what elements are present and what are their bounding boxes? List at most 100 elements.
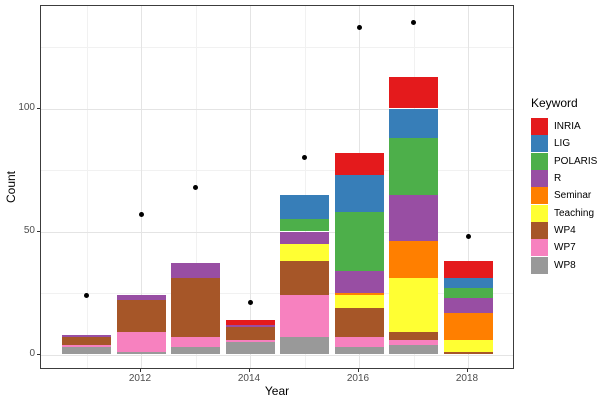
legend-item-inria: INRIA <box>524 118 600 136</box>
y-axis-title: Count <box>4 170 18 204</box>
bar-segment-wp8-2013 <box>171 347 220 355</box>
gridline-major-horizontal <box>41 108 513 110</box>
bar-segment-wp7-2012 <box>116 332 166 353</box>
bar-segment-teaching-2017 <box>389 278 438 333</box>
bar-segment-lig-2017 <box>389 108 438 139</box>
bar-segment-wp7-2014 <box>225 339 275 343</box>
x-axis-tick-label: 2012 <box>128 373 152 384</box>
bar-segment-wp7-2015 <box>280 295 329 338</box>
legend-item-label: Seminar <box>554 190 592 202</box>
bar-segment-wp8-2016 <box>334 347 384 355</box>
legend-items: INRIA LIG POLARIS R Seminar Teaching WP4 WP7 WP8 <box>524 118 600 274</box>
bar-segment-wp4-2013 <box>171 278 220 338</box>
bar-segment-polaris-2018 <box>443 288 493 298</box>
data-point-2016 <box>356 24 362 30</box>
bar-segment-seminar-2016 <box>334 293 384 296</box>
legend-item-label: WP8 <box>554 259 576 271</box>
bar-segment-wp4-2011 <box>62 337 111 345</box>
bar-segment-wp4-2014 <box>225 327 275 340</box>
bar-segment-wp4-2018 <box>443 352 493 355</box>
plot-panel <box>40 5 514 369</box>
gridline-minor-horizontal <box>41 170 513 171</box>
bar-segment-inria-2014 <box>225 320 275 325</box>
bar-segment-r-2014 <box>225 324 275 328</box>
data-point-2015 <box>302 155 307 161</box>
bar-segment-wp4-2016 <box>334 307 384 338</box>
legend-swatch-icon <box>531 221 548 239</box>
legend-swatch-icon <box>531 204 548 222</box>
bar-segment-wp8-2012 <box>116 352 166 355</box>
x-axis-tick-label: 2016 <box>346 373 370 384</box>
legend-item-teaching: Teaching <box>524 204 600 222</box>
bar-segment-r-2013 <box>171 263 220 279</box>
bar-segment-r-2017 <box>389 194 438 242</box>
bar-segment-wp8-2011 <box>62 347 111 355</box>
legend-item-label: R <box>554 173 562 185</box>
y-axis-tick <box>37 107 40 109</box>
data-point-2017 <box>411 19 416 25</box>
legend-swatch-icon <box>531 239 548 257</box>
legend-item-lig: LIG <box>524 135 600 153</box>
legend-item-label: WP4 <box>554 224 576 236</box>
legend-item-wp4: WP4 <box>524 221 600 239</box>
data-point-2018 <box>465 233 471 239</box>
legend-item-polaris: POLARIS <box>524 152 600 170</box>
bar-segment-r-2011 <box>62 334 111 338</box>
bar-segment-teaching-2015 <box>280 243 329 262</box>
y-axis-tick-label: 50 <box>23 224 35 236</box>
bar-segment-r-2018 <box>443 297 493 313</box>
bar-segment-seminar-2018 <box>443 312 493 340</box>
bar-segment-lig-2018 <box>443 278 493 289</box>
data-point-2013 <box>193 184 198 190</box>
gridline-major-vertical <box>468 6 469 368</box>
y-axis-tick <box>37 353 40 355</box>
legend-item-seminar: Seminar <box>524 187 600 205</box>
legend: Keyword INRIA LIG POLARIS R Seminar Teaching W… <box>524 90 600 274</box>
y-axis-tick <box>37 230 40 232</box>
legend-item-label: INRIA <box>554 121 581 133</box>
legend-swatch-icon <box>531 135 548 153</box>
bar-segment-teaching-2018 <box>443 339 493 353</box>
bar-segment-inria-2017 <box>389 76 438 109</box>
bar-segment-wp7-2016 <box>334 337 384 348</box>
bar-segment-wp4-2017 <box>389 332 438 340</box>
x-axis-tick <box>467 369 468 372</box>
bar-segment-wp4-2015 <box>280 261 329 296</box>
bar-segment-seminar-2017 <box>389 241 438 279</box>
bar-segment-wp4-2012 <box>116 300 166 333</box>
gridline-major-vertical <box>250 6 251 368</box>
y-axis-tick-label: 0 <box>29 347 35 359</box>
bar-segment-wp7-2013 <box>171 337 220 348</box>
legend-swatch-icon <box>531 170 548 188</box>
y-axis-tick-label: 100 <box>18 101 35 113</box>
bar-segment-teaching-2016 <box>334 295 384 308</box>
data-point-2014 <box>247 300 253 306</box>
gridline-minor-horizontal <box>41 47 513 48</box>
legend-swatch-icon <box>531 118 548 136</box>
x-axis-tick <box>358 369 359 372</box>
bar-segment-r-2015 <box>280 231 329 244</box>
data-point-2012 <box>138 211 144 217</box>
legend-item-label: LIG <box>554 138 571 150</box>
legend-item-label: POLARIS <box>554 155 598 167</box>
legend-item-wp8: WP8 <box>524 256 600 274</box>
bar-segment-r-2012 <box>116 295 166 301</box>
bar-segment-lig-2016 <box>334 174 384 212</box>
bar-segment-polaris-2015 <box>280 219 329 232</box>
legend-swatch-icon <box>531 187 548 205</box>
x-axis-tick-label: 2014 <box>237 373 261 384</box>
bar-segment-r-2016 <box>334 270 384 293</box>
data-point-2011 <box>84 292 89 298</box>
bar-segment-wp7-2017 <box>389 339 438 345</box>
gridline-minor-horizontal <box>41 293 513 294</box>
bar-segment-polaris-2017 <box>389 138 438 195</box>
legend-swatch-icon <box>531 152 548 170</box>
bar-segment-inria-2016 <box>334 152 384 175</box>
bar-segment-wp7-2011 <box>62 344 111 348</box>
gridline-major-horizontal <box>41 354 513 356</box>
x-axis-title: Year <box>264 384 290 398</box>
legend-item-label: WP7 <box>554 242 576 254</box>
gridline-minor-vertical <box>304 6 306 368</box>
x-axis-tick <box>140 369 141 372</box>
